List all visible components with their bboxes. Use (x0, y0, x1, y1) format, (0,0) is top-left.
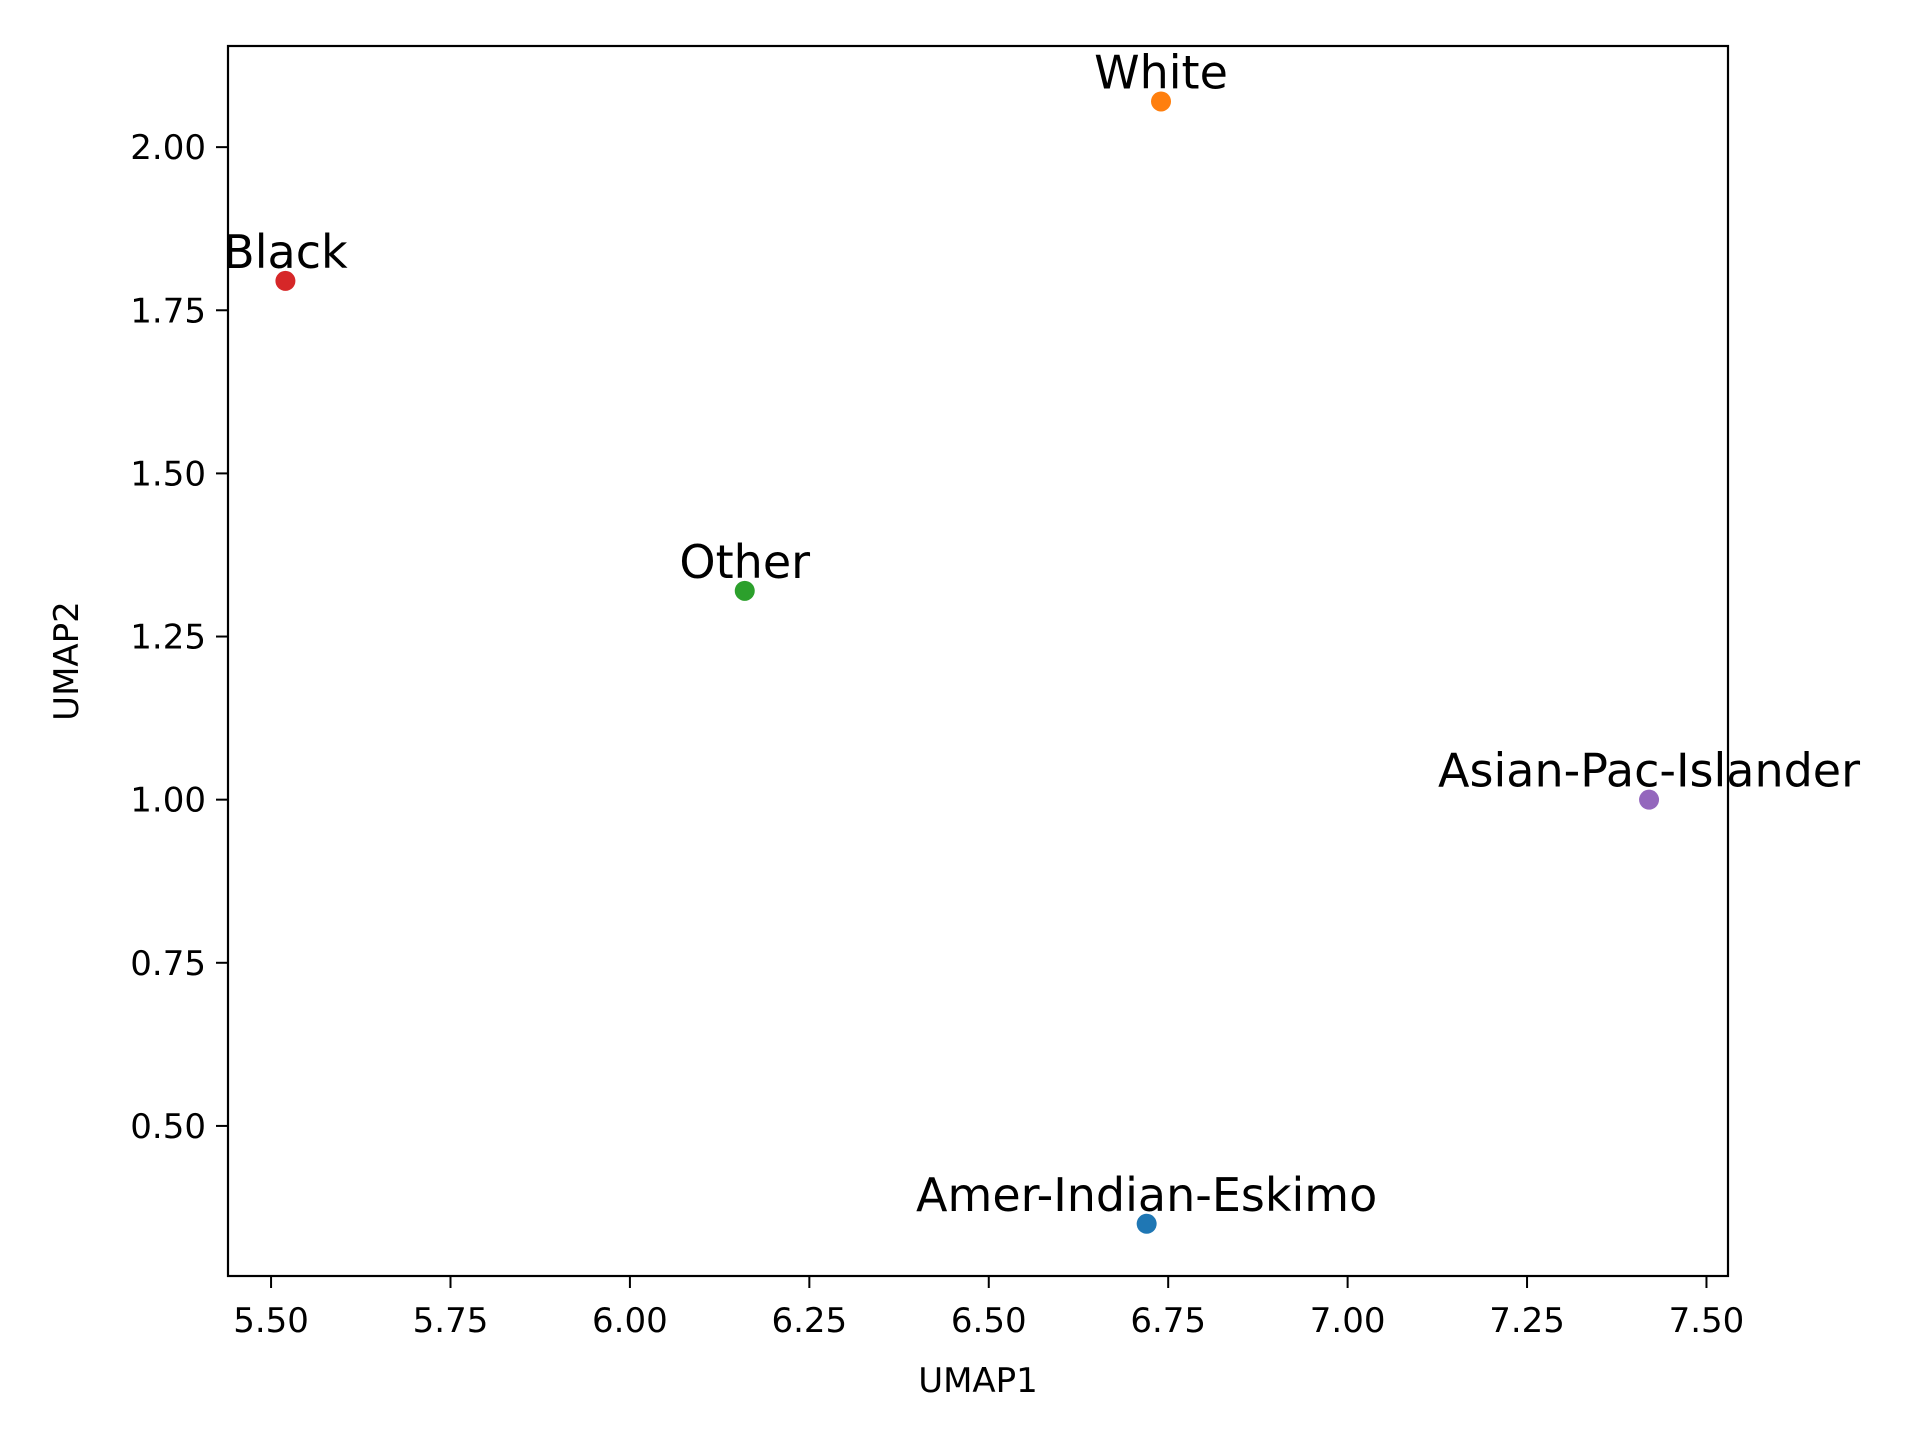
x-axis-label: UMAP1 (918, 1361, 1038, 1401)
data-point (1151, 91, 1172, 112)
x-tick-label: 5.50 (233, 1301, 309, 1341)
y-tick-label: 0.50 (130, 1107, 206, 1147)
x-tick-label: 6.00 (592, 1301, 668, 1341)
data-point (1136, 1213, 1157, 1234)
data-point (1639, 789, 1660, 810)
x-tick-label: 6.50 (951, 1301, 1027, 1341)
y-tick-label: 1.00 (130, 781, 206, 821)
x-axis-ticks: 5.50 5.75 6.00 6.25 6.50 6.75 7.00 7.25 7.50 (233, 1276, 1744, 1341)
data-point (734, 580, 755, 601)
y-tick-label: 0.75 (130, 944, 206, 984)
y-tick-label: 1.50 (130, 454, 206, 494)
x-tick-label: 7.00 (1310, 1301, 1386, 1341)
y-axis-label: UMAP2 (47, 601, 87, 721)
x-tick-label: 7.50 (1669, 1301, 1745, 1341)
x-tick-label: 7.25 (1489, 1301, 1565, 1341)
data-point-label: Amer-Indian-Eskimo (916, 1168, 1377, 1222)
y-tick-label: 1.75 (130, 291, 206, 331)
x-tick-label: 6.25 (771, 1301, 847, 1341)
y-axis-ticks: 0.50 0.75 1.00 1.25 1.50 1.75 2.00 (130, 128, 228, 1147)
data-point-label: White (1094, 45, 1228, 99)
data-point-label: Asian-Pac-Islander (1438, 744, 1860, 798)
data-point-label: Other (679, 535, 810, 589)
point-labels: Amer-Indian-Eskimo White Other Black Asian-P… (223, 45, 1860, 1221)
data-point (275, 270, 296, 291)
data-point-label: Black (223, 225, 348, 279)
plot-frame (226, 44, 1730, 1278)
data-points (275, 91, 1660, 1234)
x-tick-label: 6.75 (1130, 1301, 1206, 1341)
y-tick-label: 2.00 (130, 128, 206, 168)
x-tick-label: 5.75 (413, 1301, 489, 1341)
y-tick-label: 1.25 (130, 618, 206, 658)
